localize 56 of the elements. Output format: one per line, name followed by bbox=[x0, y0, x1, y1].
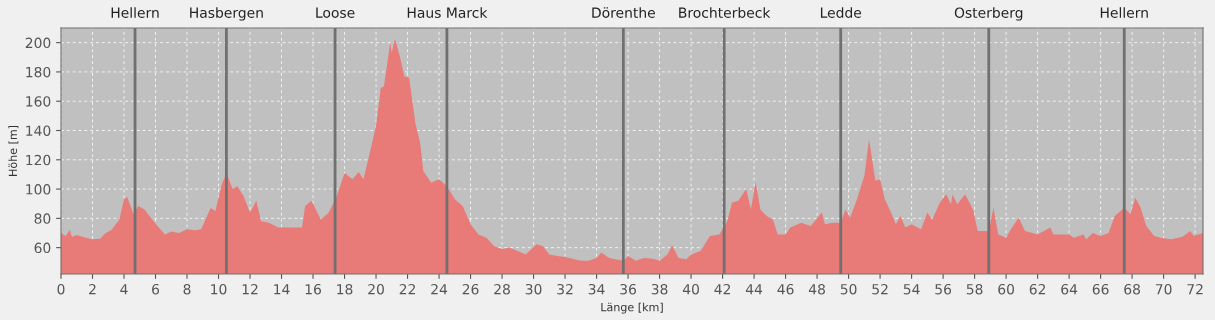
x-tick-label: 16 bbox=[305, 283, 321, 295]
x-tick-label: 18 bbox=[337, 283, 353, 295]
x-tick-label: 48 bbox=[808, 283, 825, 295]
x-tick-label: 50 bbox=[840, 283, 857, 295]
ref-line-label: Brochterbeck bbox=[679, 7, 771, 18]
ref-line-label: Ledde bbox=[820, 7, 862, 18]
x-tick-label: 28 bbox=[494, 283, 510, 295]
ref-line-label: Hellern bbox=[111, 7, 159, 18]
x-tick-label: 40 bbox=[682, 283, 699, 295]
x-tick-label: 8 bbox=[183, 283, 191, 295]
x-tick-label: 58 bbox=[966, 283, 983, 295]
x-tick-label: 66 bbox=[1092, 283, 1109, 295]
x-tick-label: 62 bbox=[1029, 283, 1046, 295]
y-tick-label: 80 bbox=[34, 213, 51, 224]
y-tick-label: 120 bbox=[26, 154, 51, 166]
x-tick-label: 36 bbox=[620, 283, 637, 295]
x-tick-label: 46 bbox=[777, 283, 794, 295]
ref-line-label: Haus Marck bbox=[407, 7, 488, 18]
ref-line-label: Hasbergen bbox=[190, 7, 263, 21]
x-axis-title: Länge [km] bbox=[601, 302, 663, 314]
x-tick-label: 6 bbox=[152, 283, 160, 295]
x-tick-label: 54 bbox=[903, 284, 920, 295]
x-tick-label: 52 bbox=[872, 283, 888, 295]
x-tick-label: 12 bbox=[242, 283, 258, 295]
x-tick-label: 20 bbox=[368, 283, 384, 295]
x-tick-label: 60 bbox=[998, 283, 1015, 295]
x-tick-label: 14 bbox=[274, 284, 290, 295]
x-tick-label: 56 bbox=[935, 283, 952, 295]
y-tick-label: 180 bbox=[26, 66, 51, 78]
x-tick-label: 4 bbox=[120, 284, 128, 295]
x-tick-label: 0 bbox=[57, 283, 65, 295]
x-tick-label: 70 bbox=[1155, 283, 1172, 295]
x-tick-label: 2 bbox=[89, 283, 96, 295]
y-tick-label: 60 bbox=[34, 242, 51, 254]
x-tick-label: 44 bbox=[745, 284, 763, 295]
x-tick-label: 72 bbox=[1187, 283, 1203, 295]
ref-line-label: Osterberg bbox=[954, 7, 1023, 21]
x-tick-label: 32 bbox=[557, 283, 573, 295]
x-tick-label: 26 bbox=[462, 283, 479, 295]
x-tick-label: 68 bbox=[1124, 283, 1140, 295]
y-axis-title: Höhe [m] bbox=[8, 125, 19, 176]
y-tick-label: 100 bbox=[26, 184, 51, 195]
x-tick-label: 42 bbox=[714, 283, 731, 295]
ref-line-label: Dörenthe bbox=[592, 7, 655, 18]
x-tick-label: 30 bbox=[525, 283, 542, 295]
x-tick-label: 10 bbox=[211, 283, 227, 295]
y-tick-label: 200 bbox=[25, 37, 51, 49]
y-tick-label: 140 bbox=[26, 125, 51, 136]
ref-line-label: Loose bbox=[316, 7, 355, 18]
x-tick-label: 64 bbox=[1061, 283, 1078, 295]
ref-line-label: Hellern bbox=[1100, 7, 1148, 18]
x-tick-label: 22 bbox=[399, 283, 415, 295]
y-tick-label: 160 bbox=[26, 96, 51, 107]
x-tick-label: 34 bbox=[588, 283, 605, 295]
x-tick-label: 24 bbox=[431, 283, 448, 295]
x-tick-label: 38 bbox=[651, 283, 668, 295]
